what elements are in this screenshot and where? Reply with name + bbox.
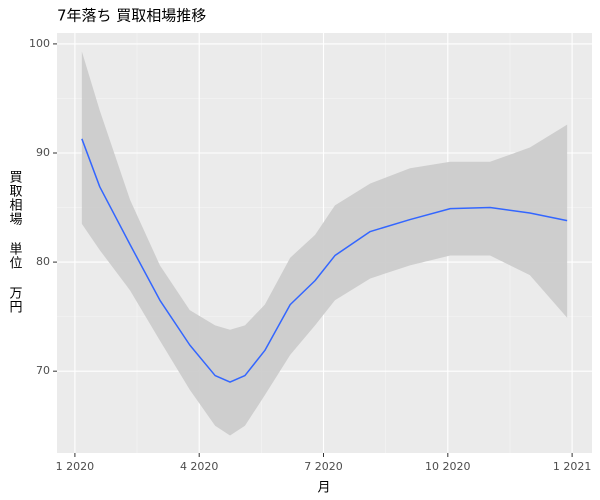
y-tick-label: 90 xyxy=(36,146,50,159)
y-axis-title: 買取相場 単位 万円 xyxy=(7,170,23,314)
x-tick-label: 4 2020 xyxy=(180,460,219,473)
x-tick-label: 10 2020 xyxy=(425,460,471,473)
y-tick-label: 100 xyxy=(29,37,50,50)
chart-title: 7年落ち 買取相場推移 xyxy=(57,7,206,25)
y-tick-label: 70 xyxy=(36,364,50,377)
x-tick-label: 1 2021 xyxy=(553,460,592,473)
trend-line xyxy=(81,138,568,383)
y-tick-label: 80 xyxy=(36,255,50,268)
confidence-band xyxy=(81,51,568,436)
x-tick-label: 1 2020 xyxy=(56,460,95,473)
x-axis-title: 月 xyxy=(317,481,330,496)
x-tick-label: 7 2020 xyxy=(304,460,343,473)
